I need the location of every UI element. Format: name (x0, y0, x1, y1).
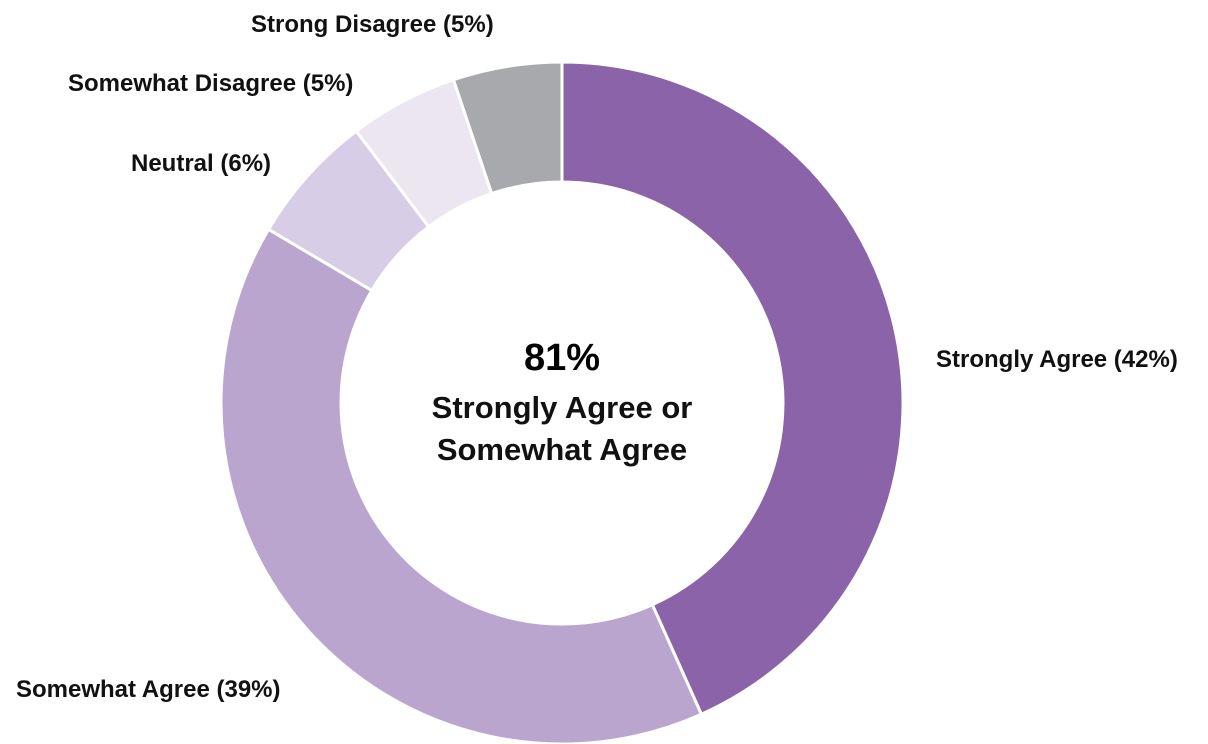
center-caption-line2: Somewhat Agree (437, 432, 687, 467)
slice-strongly-agree (560, 60, 905, 717)
label-strongly-agree: Strongly Agree (42%) (936, 346, 1178, 373)
label-somewhat-agree: Somewhat Agree (39%) (16, 676, 281, 703)
label-neutral: Neutral (6%) (131, 150, 271, 177)
center-caption-line1: Strongly Agree or (432, 390, 693, 425)
donut-slices (219, 60, 905, 744)
slice-somewhat-agree (219, 227, 704, 744)
label-strong-disagree: Strong Disagree (5%) (251, 11, 494, 38)
slice-strong-disagree (451, 60, 564, 196)
label-somewhat-disagree: Somewhat Disagree (5%) (68, 70, 353, 97)
center-value: 81% (524, 337, 600, 379)
